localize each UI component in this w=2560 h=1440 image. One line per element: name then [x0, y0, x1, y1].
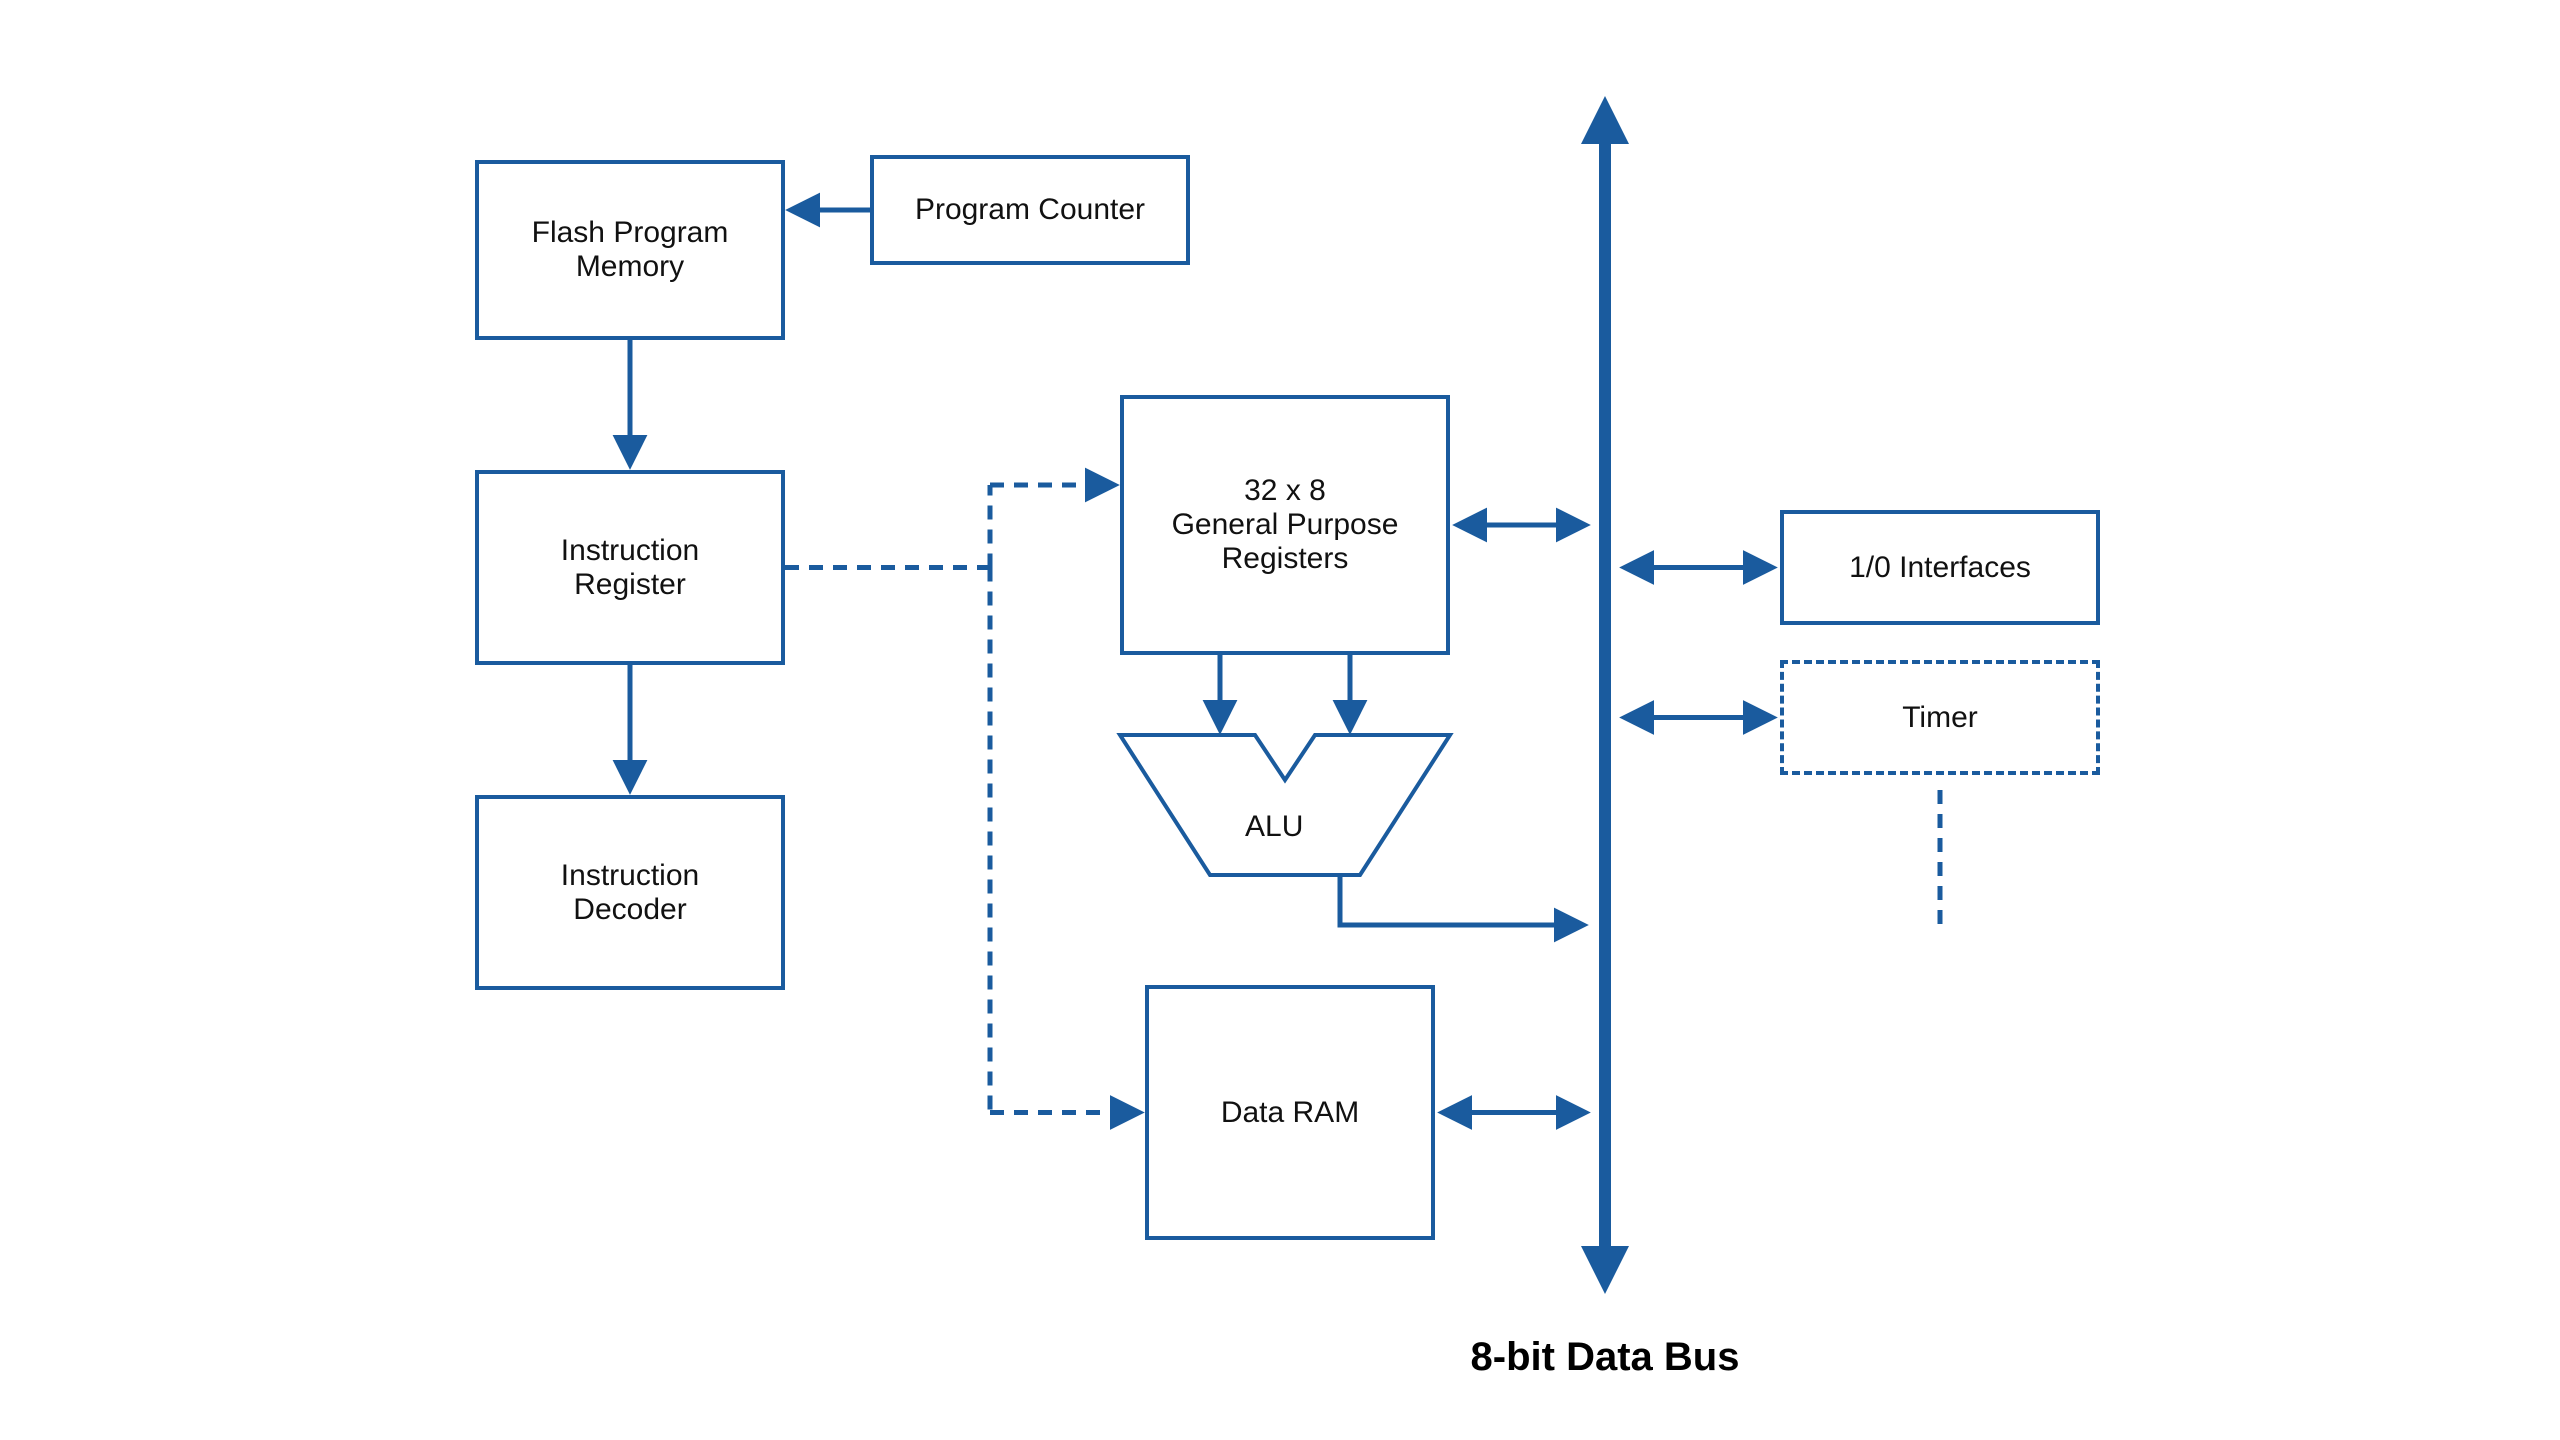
io-interfaces-box: 1/0 Interfaces — [1780, 510, 2100, 625]
alu-label: ALU — [1245, 810, 1303, 844]
timer-box: Timer — [1780, 660, 2100, 775]
gpr-label: 32 x 8 General Purpose Registers — [1172, 474, 1399, 576]
data-ram-label: Data RAM — [1221, 1096, 1359, 1130]
io-interfaces-label: 1/0 Interfaces — [1849, 551, 2031, 585]
flash-memory-label: Flash Program Memory — [532, 216, 729, 284]
flash-memory-box: Flash Program Memory — [475, 160, 785, 340]
instruction-decoder-label: Instruction Decoder — [561, 859, 699, 927]
instruction-decoder-box: Instruction Decoder — [475, 795, 785, 990]
program-counter-label: Program Counter — [915, 193, 1145, 227]
program-counter-box: Program Counter — [870, 155, 1190, 265]
gpr-box: 32 x 8 General Purpose Registers — [1120, 395, 1450, 655]
instruction-register-box: Instruction Register — [475, 470, 785, 665]
bus-label: 8-bit Data Bus — [1435, 1335, 1775, 1380]
instruction-register-label: Instruction Register — [561, 534, 699, 602]
timer-label: Timer — [1902, 701, 1978, 735]
data-ram-box: Data RAM — [1145, 985, 1435, 1240]
